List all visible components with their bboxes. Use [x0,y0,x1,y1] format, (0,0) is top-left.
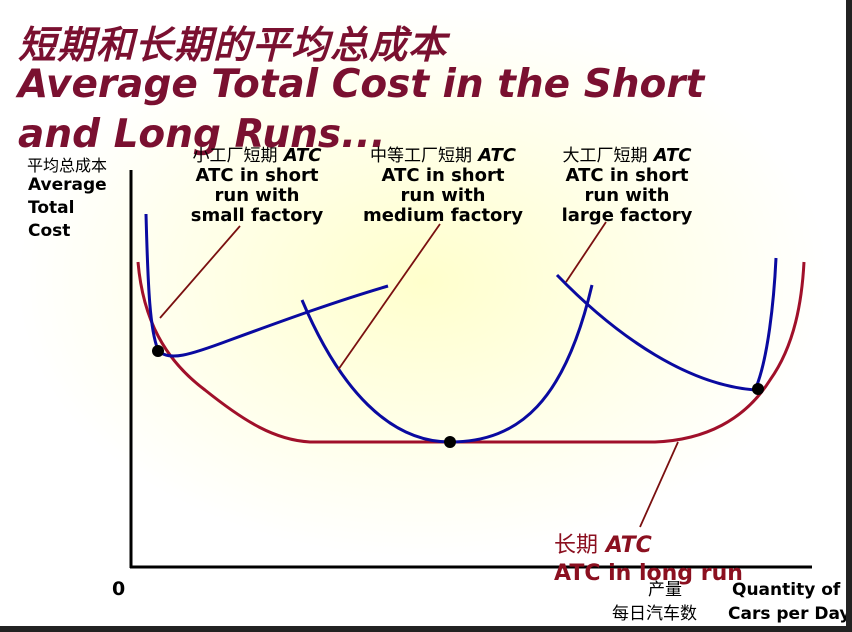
medium-factory-label-line3: medium factory [362,205,524,226]
x-axis-label-en-line: Cars per Day [728,604,846,624]
y-axis-label-line: Average [28,175,107,195]
small-label-pointer [159,225,241,319]
tangency-point-small [152,345,164,357]
medium-factory-label-line2: run with [400,185,486,206]
x-axis-label-cn-line: 产量 [648,580,682,600]
large-factory-label-line2: run with [584,185,670,206]
tangency-point-medium [444,436,456,448]
y-axis-label-line: Cost [28,221,71,241]
y-axis-label-chinese: 平均总成本 [27,156,108,175]
medium-factory-label-atc: ATC [478,145,516,166]
medium-factory-label-cn: 中等工厂短期 [370,146,472,166]
long-run-label-atc: ATC [605,533,652,558]
long-run-label-pointer [639,441,679,528]
small-factory-atc-curve [144,213,389,358]
small-factory-label-line1: ATC in short [195,165,319,186]
title-english-line-1: Average Total Cost in the Short [18,62,705,107]
long-run-atc-label: 长期 ATC ATC in long run [554,532,743,588]
large-label-pointer [565,221,607,283]
y-axis-label-english: Average Total Cost [28,174,107,243]
x-axis-label-chinese: 产量 每日汽车数 [612,578,697,626]
title-chinese: 短期和长期的平均总成本 [18,23,448,67]
y-axis-label-line: Total [28,198,75,218]
title-english-line-2: and Long Runs... [18,112,386,157]
long-run-label-line2: ATC in long run [554,561,743,586]
small-factory-label-atc: ATC [283,145,322,166]
small-factory-label: 小工厂短期 ATC ATC in short run with small fa… [176,146,338,226]
small-factory-label-line3: small factory [190,205,324,226]
large-factory-label: 大工厂短期 ATC ATC in short run with large fa… [548,146,706,226]
frame-border-bottom [0,626,852,632]
medium-label-pointer [337,223,441,371]
tangency-point-large [752,383,764,395]
large-factory-label-atc: ATC [653,145,692,166]
large-factory-atc-curve [555,257,778,392]
small-factory-label-cn: 小工厂短期 [192,146,278,166]
frame-border-right [846,0,852,632]
medium-factory-label: 中等工厂短期 ATC ATC in short run with medium … [354,146,532,226]
large-factory-label-line1: ATC in short [565,165,689,186]
x-axis-label-en-line: Quantity of [732,580,841,600]
origin-label: 0 [112,578,126,600]
large-factory-label-cn: 大工厂短期 [562,146,648,166]
medium-factory-atc-curve [300,284,594,444]
long-run-atc-curve [136,261,806,444]
long-run-label-cn: 长期 [554,533,599,558]
x-axis-label-cn-line: 每日汽车数 [612,604,697,624]
large-factory-label-line3: large factory [561,205,693,226]
medium-factory-label-line1: ATC in short [381,165,505,186]
small-factory-label-line2: run with [214,185,300,206]
x-axis-label-english: Quantity of Cars per Day [728,578,846,626]
